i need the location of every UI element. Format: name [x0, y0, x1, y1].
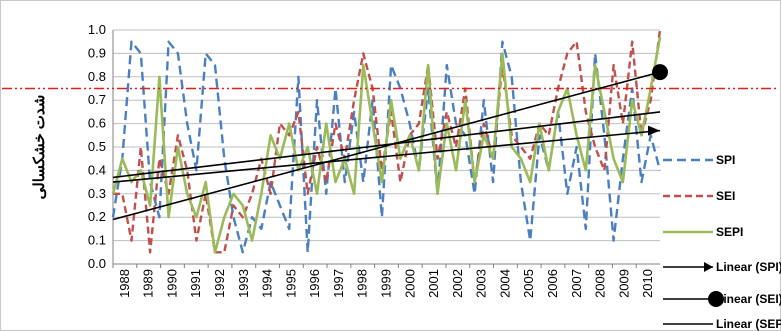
- x-tick-label: 2010: [640, 269, 655, 298]
- y-tick-label: 0.0: [88, 256, 106, 271]
- x-tick-label: 1989: [141, 269, 156, 298]
- trendline-linear-sei-: [112, 71, 661, 221]
- x-tick-label: 1992: [212, 269, 227, 298]
- trendline-end-dot: [652, 64, 668, 81]
- x-tick-label: 2007: [569, 269, 584, 298]
- x-tick-label: 2004: [497, 269, 512, 298]
- x-tick-label: 2002: [450, 269, 465, 298]
- legend-label: Linear (SEI): [716, 292, 781, 306]
- x-tick-label: 2008: [593, 269, 608, 298]
- legend-dot-marker: [708, 291, 724, 307]
- x-tick-label: 1996: [307, 269, 322, 298]
- legend-label: SEPI: [716, 225, 743, 239]
- x-tick-label: 1994: [260, 269, 275, 298]
- legend-label: SPI: [716, 153, 735, 167]
- legend-label: SEI: [716, 189, 735, 203]
- x-tick-label: 2006: [545, 269, 560, 298]
- y-tick-label: 0.8: [88, 69, 106, 84]
- x-tick-label: 1999: [379, 269, 394, 298]
- y-tick-label: 0.1: [88, 233, 106, 248]
- y-tick-label: 0.3: [88, 186, 106, 201]
- x-tick-label: 2009: [616, 269, 631, 298]
- x-tick-label: 2001: [426, 269, 441, 298]
- y-tick-label: 0.6: [88, 116, 106, 131]
- trendline-linear-sep: [112, 111, 661, 179]
- y-tick-label: 1.0: [88, 22, 106, 37]
- y-tick-label: 0.9: [88, 45, 106, 60]
- x-tick-label: 1993: [236, 269, 251, 298]
- x-tick-label: 1991: [188, 269, 203, 298]
- y-tick-label: 0.4: [88, 162, 106, 177]
- legend-label: Linear (SPI): [716, 260, 781, 274]
- x-tick-label: 2005: [521, 269, 536, 298]
- trendline-linear-spi-: [112, 129, 661, 183]
- trendline-arrowhead: [648, 125, 660, 136]
- y-tick-label: 0.7: [88, 92, 106, 107]
- y-tick-label: 0.5: [88, 139, 106, 154]
- x-tick-label: 1998: [355, 269, 370, 298]
- x-tick-label: 1990: [164, 269, 179, 298]
- legend-label: Linear (SEP: [716, 317, 781, 331]
- x-tick-label: 1988: [117, 269, 132, 298]
- legend-arrow-marker: [704, 262, 713, 272]
- x-tick-label: 1997: [331, 269, 346, 298]
- y-axis-title: شدت خشکسالی: [31, 95, 48, 200]
- y-tick-label: 0.2: [88, 209, 106, 224]
- x-tick-label: 2000: [402, 269, 417, 298]
- x-tick-label: 1995: [283, 269, 298, 298]
- x-tick-label: 2003: [474, 269, 489, 298]
